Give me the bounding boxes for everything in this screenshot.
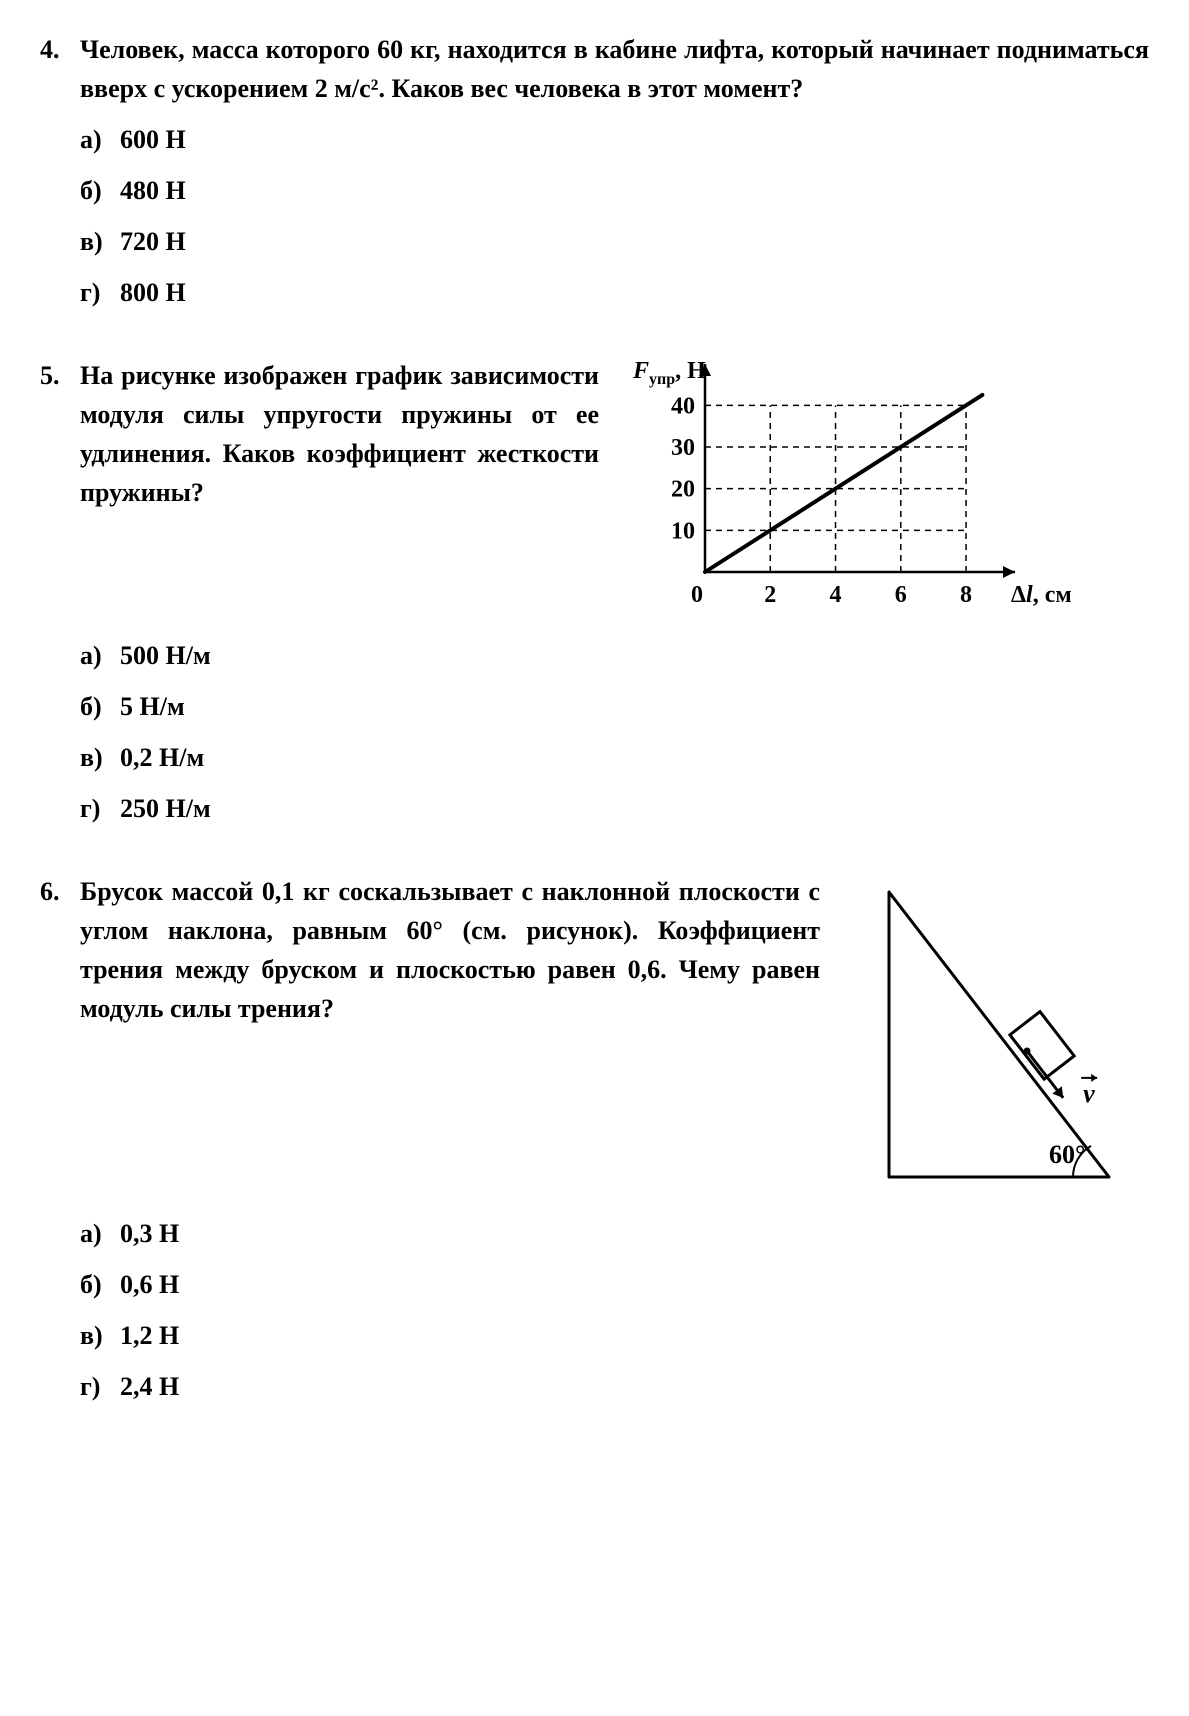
svg-text:2: 2 <box>764 582 776 608</box>
option-text: 250 Н/м <box>120 789 211 828</box>
question-text: Человек, масса которого 60 кг, находится… <box>80 30 1149 108</box>
svg-text:v: v <box>1083 1079 1095 1108</box>
options-list: а)500 Н/м б)5 Н/м в)0,2 Н/м г)250 Н/м <box>80 636 1149 828</box>
option-letter: б) <box>80 1265 120 1304</box>
question-number: 6. <box>40 872 80 1418</box>
option-letter: г) <box>80 789 120 828</box>
option-text: 2,4 Н <box>120 1367 179 1406</box>
question-number: 4. <box>40 30 80 324</box>
svg-text:20: 20 <box>671 477 695 503</box>
svg-text:10: 10 <box>671 518 695 544</box>
option-letter: б) <box>80 687 120 726</box>
option-text: 480 Н <box>120 171 186 210</box>
option-d: г)800 Н <box>80 273 1149 312</box>
option-letter: а) <box>80 120 120 159</box>
question-body: На рисунке изображен график зависимости … <box>80 356 1149 840</box>
question-4: 4. Человек, масса которого 60 кг, находи… <box>40 30 1149 324</box>
option-d: г)250 Н/м <box>80 789 1149 828</box>
option-letter: в) <box>80 1316 120 1355</box>
option-text: 0,6 Н <box>120 1265 179 1304</box>
option-letter: а) <box>80 1214 120 1253</box>
option-letter: в) <box>80 738 120 777</box>
svg-text:30: 30 <box>671 435 695 461</box>
option-letter: а) <box>80 636 120 675</box>
svg-text:6: 6 <box>895 582 907 608</box>
option-text: 600 Н <box>120 120 186 159</box>
option-b: б)0,6 Н <box>80 1265 1149 1304</box>
svg-text:0: 0 <box>691 582 703 608</box>
option-text: 800 Н <box>120 273 186 312</box>
option-text: 0,3 Н <box>120 1214 179 1253</box>
option-b: б)480 Н <box>80 171 1149 210</box>
question-text: Брусок массой 0,1 кг соскальзывает с нак… <box>80 872 820 1028</box>
option-text: 720 Н <box>120 222 186 261</box>
option-text: 5 Н/м <box>120 687 185 726</box>
svg-text:8: 8 <box>960 582 972 608</box>
question-5: 5. На рисунке изображен график зависимос… <box>40 356 1149 840</box>
svg-text:40: 40 <box>671 393 695 419</box>
option-a: а)600 Н <box>80 120 1149 159</box>
option-c: в)1,2 Н <box>80 1316 1149 1355</box>
options-list: а)600 Н б)480 Н в)720 Н г)800 Н <box>80 120 1149 312</box>
inclined-plane-diagram: 60° v <box>869 872 1149 1202</box>
svg-text:60°: 60° <box>1049 1140 1085 1169</box>
option-c: в)0,2 Н/м <box>80 738 1149 777</box>
option-text: 500 Н/м <box>120 636 211 675</box>
option-letter: г) <box>80 273 120 312</box>
spring-force-chart: 10 20 30 40 0 2 4 6 8 Fупр, Н Δl, см <box>629 356 1149 624</box>
option-letter: б) <box>80 171 120 210</box>
option-b: б)5 Н/м <box>80 687 1149 726</box>
svg-text:4: 4 <box>830 582 842 608</box>
question-body: Брусок массой 0,1 кг соскальзывает с нак… <box>80 872 1149 1418</box>
options-list: а)0,3 Н б)0,6 Н в)1,2 Н г)2,4 Н <box>80 1214 1149 1406</box>
option-letter: в) <box>80 222 120 261</box>
question-6: 6. Брусок массой 0,1 кг соскальзывает с … <box>40 872 1149 1418</box>
option-d: г)2,4 Н <box>80 1367 1149 1406</box>
svg-text:Δl, см: Δl, см <box>1011 582 1072 608</box>
option-text: 1,2 Н <box>120 1316 179 1355</box>
question-number: 5. <box>40 356 80 840</box>
option-a: а)500 Н/м <box>80 636 1149 675</box>
svg-text:Fупр, Н: Fупр, Н <box>632 358 706 388</box>
option-c: в)720 Н <box>80 222 1149 261</box>
option-a: а)0,3 Н <box>80 1214 1149 1253</box>
option-text: 0,2 Н/м <box>120 738 204 777</box>
question-text: На рисунке изображен график зависимости … <box>80 356 599 512</box>
option-letter: г) <box>80 1367 120 1406</box>
question-body: Человек, масса которого 60 кг, находится… <box>80 30 1149 324</box>
